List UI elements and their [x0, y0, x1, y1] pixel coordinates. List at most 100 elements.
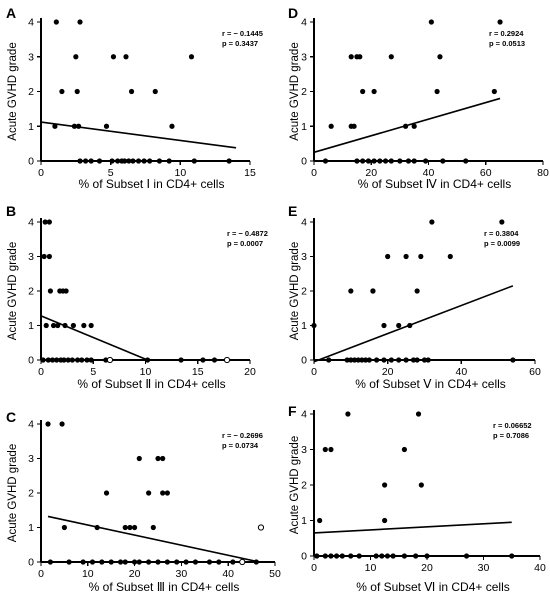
data-point	[491, 88, 497, 95]
data-point	[359, 357, 365, 363]
data-point	[52, 123, 58, 129]
y-tick-label: 1	[301, 515, 307, 527]
x-tick-label: 20	[129, 568, 141, 580]
data-point	[61, 524, 67, 531]
x-tick-label: 5	[108, 167, 114, 179]
y-tick-label: 4	[301, 217, 307, 229]
y-tick-label: 4	[28, 17, 34, 29]
data-point	[43, 322, 49, 329]
data-point	[371, 88, 377, 95]
data-point	[388, 357, 394, 363]
data-point	[146, 490, 152, 496]
y-tick-label: 0	[301, 156, 307, 168]
data-point	[128, 88, 135, 95]
x-tick-label: 20	[365, 167, 377, 179]
data-point	[69, 357, 75, 363]
y-tick-label: 1	[301, 121, 307, 133]
y-tick-label: 2	[28, 488, 34, 500]
data-point	[94, 524, 100, 531]
x-axis-label: % of Subset Ⅴ in CD4+ cells	[355, 377, 506, 391]
data-point	[74, 88, 80, 95]
y-axis-label: Acute GVHD grade	[7, 444, 19, 542]
data-point	[200, 357, 206, 363]
x-tick-label: 80	[537, 167, 549, 179]
y-tick-label: 4	[301, 409, 307, 421]
data-point	[42, 219, 48, 225]
data-point-open	[106, 356, 114, 364]
data-point	[108, 559, 114, 565]
data-point	[322, 446, 328, 453]
data-point	[110, 54, 117, 60]
data-point	[355, 357, 361, 363]
data-point	[405, 158, 412, 164]
panel-label: B	[6, 203, 16, 219]
data-point	[407, 322, 413, 329]
regression-line	[47, 515, 257, 563]
data-point	[130, 158, 136, 164]
data-point	[463, 158, 469, 164]
data-point	[388, 158, 394, 164]
data-point	[411, 158, 417, 164]
data-point	[141, 158, 147, 164]
x-tick-label: 15	[192, 366, 204, 378]
x-tick-label: 10	[174, 167, 186, 179]
data-point	[344, 357, 350, 363]
data-point	[188, 54, 195, 60]
data-point	[89, 559, 96, 565]
data-point	[66, 559, 72, 565]
data-point	[401, 553, 407, 559]
data-point	[370, 288, 376, 294]
x-tick-label: 50	[269, 568, 281, 580]
y-tick-label: 1	[301, 320, 307, 332]
data-point	[77, 19, 83, 25]
data-point	[150, 524, 156, 531]
x-tick-label: 20	[244, 366, 256, 378]
y-tick-label: 3	[301, 251, 307, 263]
x-tick-label: 60	[529, 366, 541, 378]
y-tick-label: 3	[28, 453, 34, 465]
data-point	[160, 490, 166, 496]
data-point	[50, 322, 57, 329]
data-point	[499, 219, 505, 225]
stat-r: r = 0.3804	[484, 229, 519, 238]
data-point	[155, 559, 161, 565]
x-tick-label: 0	[311, 366, 317, 378]
data-point	[53, 19, 59, 25]
data-point	[403, 123, 409, 129]
data-point	[397, 158, 403, 164]
panel-label: E	[288, 203, 297, 219]
data-point	[76, 123, 82, 129]
x-tick-label: 0	[38, 167, 44, 179]
data-point	[132, 559, 138, 565]
data-point	[88, 357, 94, 363]
data-point	[447, 253, 453, 260]
data-point	[144, 357, 151, 363]
data-point	[322, 553, 328, 559]
data-point	[126, 158, 132, 164]
data-point	[136, 455, 142, 462]
data-point	[403, 253, 409, 260]
data-point	[169, 123, 175, 129]
regression-line	[40, 315, 148, 361]
x-tick-label: 30	[478, 562, 490, 574]
data-point	[356, 553, 362, 559]
data-point	[71, 123, 78, 129]
data-point	[230, 559, 236, 565]
data-point	[357, 54, 363, 60]
data-point	[63, 288, 69, 294]
x-tick-label: 0	[311, 167, 317, 179]
regression-line	[313, 521, 512, 534]
panel-a: 0 1 2 3 4 0 5 10 15 % of Subset Ⅰ in CD4+ cells Ac…	[6, 5, 263, 191]
data-point	[403, 357, 409, 363]
y-tick-label: 0	[28, 156, 34, 168]
data-point	[73, 54, 79, 60]
data-point	[360, 158, 366, 164]
data-point	[410, 357, 417, 363]
data-point	[122, 158, 128, 164]
data-point	[46, 253, 52, 260]
data-point	[109, 158, 115, 164]
y-tick-label: 2	[301, 480, 307, 492]
data-point	[418, 253, 424, 260]
data-point	[382, 517, 388, 524]
